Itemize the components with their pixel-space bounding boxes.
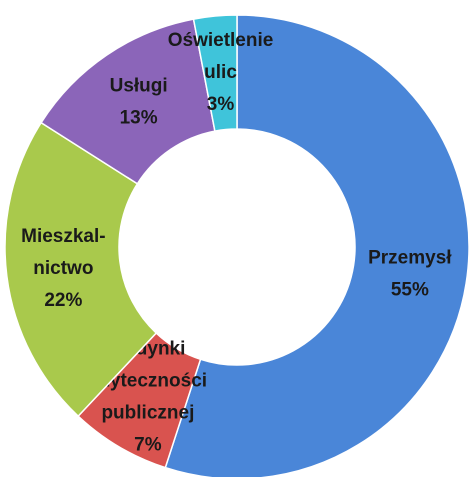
value-label: 7%: [134, 435, 162, 456]
category-label: publicznej: [101, 403, 194, 424]
value-label: 55%: [391, 279, 429, 300]
value-label: 13%: [120, 107, 158, 128]
value-label: 3%: [207, 94, 235, 115]
category-label: ulic: [204, 62, 237, 83]
category-label: użyteczności: [89, 371, 207, 392]
category-label: Oświetlenie: [168, 30, 274, 51]
slice: [192, 14, 238, 132]
value-label: 22%: [44, 290, 82, 311]
slice: [4, 121, 158, 418]
slice-label: Oświetlenie ulic 3%: [168, 30, 274, 115]
slice-label: Budynki użyteczności publicznej 7%: [89, 339, 207, 456]
category-label: Mieszkal-: [21, 226, 105, 247]
slice-label: Mieszkal-nictwo 22%: [21, 226, 105, 311]
slice: [164, 14, 470, 477]
category-label: nictwo: [33, 258, 93, 279]
slice-label: Przemysł 55%: [368, 247, 452, 300]
category-label: Przemysł: [368, 247, 452, 268]
slice-label: Usługi 13%: [110, 75, 168, 128]
category-label: Usługi: [110, 75, 168, 96]
